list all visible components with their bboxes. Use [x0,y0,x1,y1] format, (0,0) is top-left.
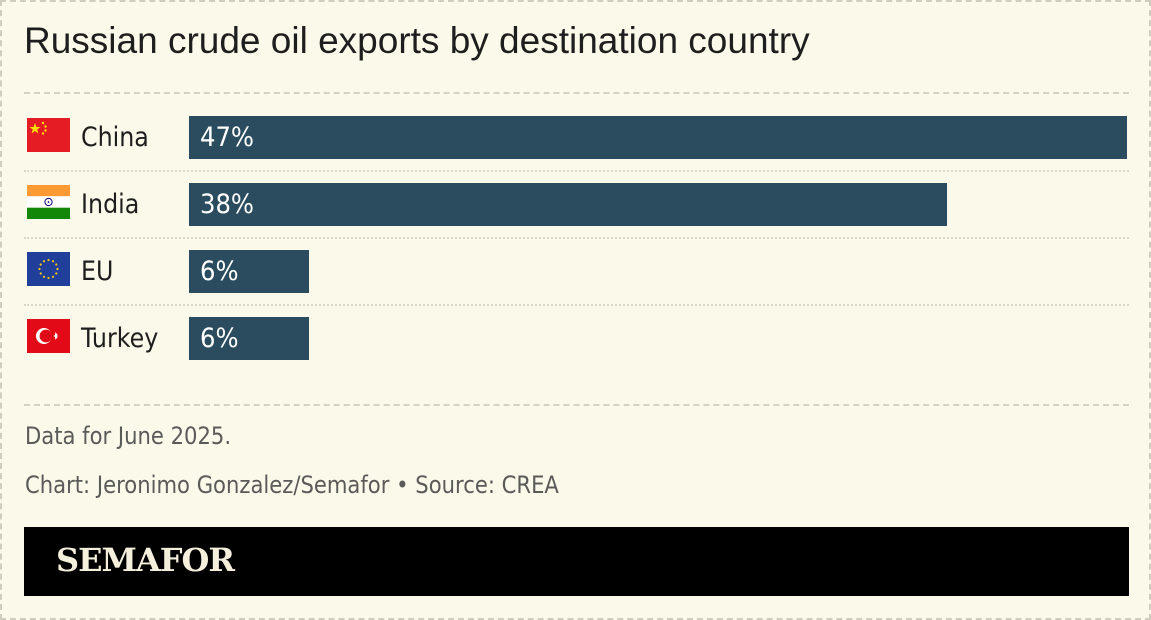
bar-india: 38% [189,183,947,226]
notes-divider [24,404,1129,406]
bar-value-label: 47% [200,122,255,153]
turkey-flag-icon [27,319,70,353]
row-label-china: China [81,122,149,153]
china-flag-icon [27,118,70,152]
chart-credit: Chart: Jeronimo Gonzalez/Semafor • Sourc… [25,471,559,499]
india-flag-icon [27,185,70,219]
bar-value-label: 38% [200,189,255,220]
row-divider [24,237,1129,239]
eu-flag-icon [27,252,70,286]
footer-bar: SEMAFOR [24,527,1129,596]
row-label-eu: EU [81,256,114,287]
row-divider [24,170,1129,172]
bar-china: 47% [189,116,1127,159]
bar-turkey: 6% [189,317,309,360]
data-note: Data for June 2025. [25,422,232,450]
row-label-india: India [81,189,140,220]
row-divider [24,304,1129,306]
chart-title: Russian crude oil exports by destination… [24,20,810,61]
header-divider [24,92,1129,94]
bar-value-label: 6% [200,323,239,354]
bar-eu: 6% [189,250,309,293]
semafor-logo: SEMAFOR [56,541,235,579]
bar-value-label: 6% [200,256,239,287]
row-label-turkey: Turkey [81,323,159,354]
